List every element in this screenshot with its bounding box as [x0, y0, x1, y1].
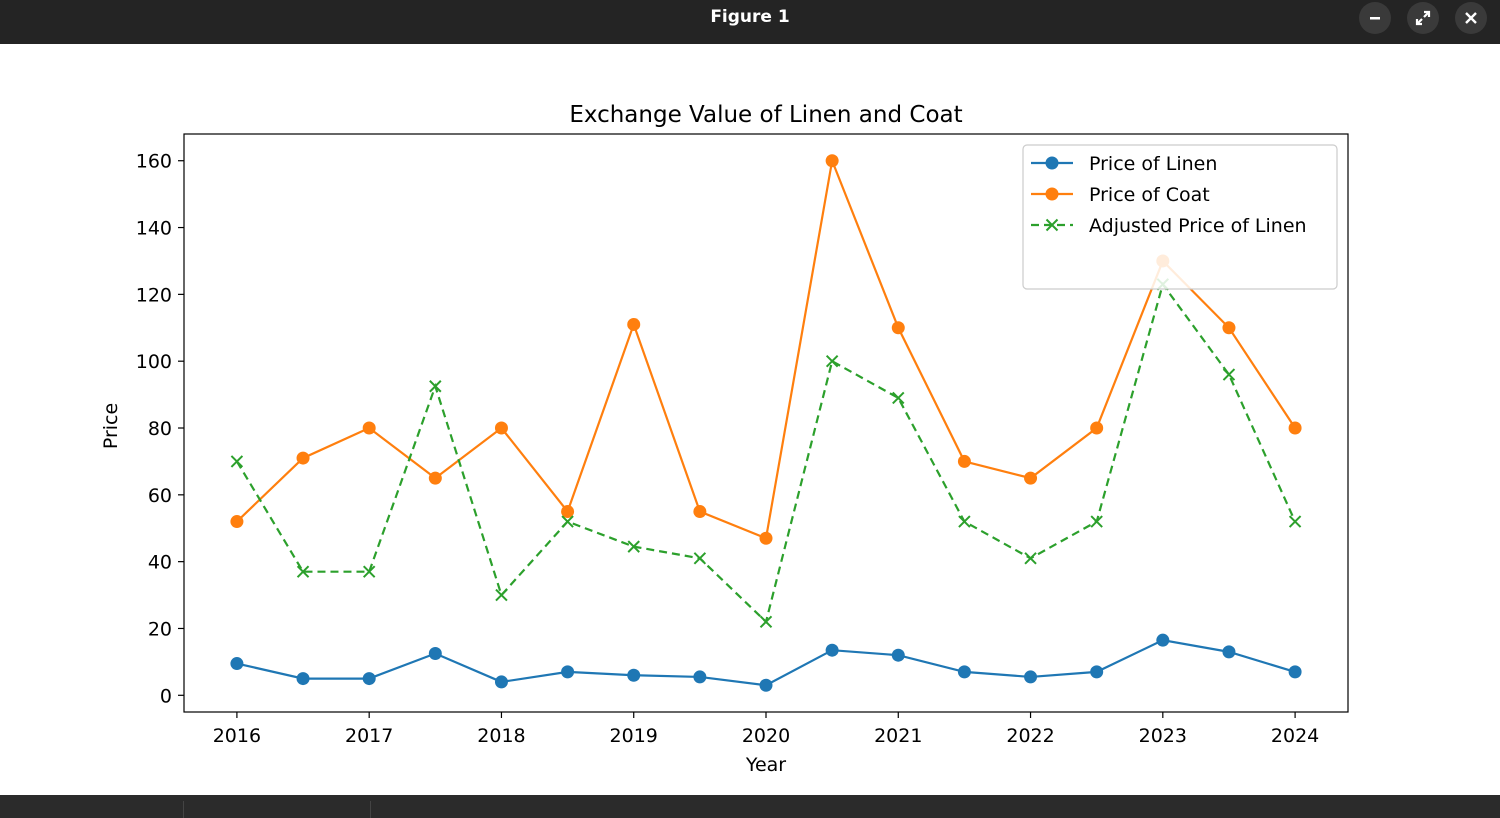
data-point [1222, 645, 1236, 659]
x-axis-label: Year [745, 754, 786, 776]
x-tick-label: 2016 [213, 725, 261, 747]
data-point [1222, 368, 1236, 381]
legend-marker [1045, 187, 1059, 201]
minimize-icon [1370, 17, 1380, 20]
data-point [958, 515, 971, 528]
data-point [759, 678, 773, 692]
data-point [429, 380, 442, 393]
data-point [825, 154, 839, 168]
data-point [627, 317, 641, 331]
figure-canvas: Exchange Value of Linen and Coat 2016 201… [0, 44, 1500, 795]
series-line [235, 281, 1297, 624]
bottom-separator [370, 801, 371, 818]
x-tick-label: 2020 [742, 725, 790, 747]
x-tick-label: 2019 [610, 725, 658, 747]
data-point [230, 455, 244, 468]
data-point [693, 670, 707, 684]
data-point [627, 668, 641, 682]
data-point [1156, 633, 1170, 647]
y-tick-label: 40 [148, 552, 172, 574]
data-point [891, 321, 905, 335]
y-tick-label: 120 [136, 284, 172, 306]
data-point [892, 391, 905, 405]
data-point [230, 657, 244, 671]
maximize-icon [1415, 10, 1431, 26]
y-tick-label: 60 [148, 485, 172, 507]
data-point [627, 540, 640, 553]
data-point [494, 675, 508, 689]
bottom-bar [0, 795, 1500, 818]
x-axis: 2016 2017 2018 2019 2020 2021 2022 2023 2024 [213, 712, 1319, 747]
data-point [428, 471, 442, 485]
data-point [561, 665, 575, 679]
series-line [236, 639, 1296, 687]
data-point [561, 515, 574, 528]
legend-box [1022, 144, 1338, 290]
x-tick-label: 2017 [345, 725, 393, 747]
data-point [891, 648, 905, 662]
x-tick-label: 2021 [874, 725, 922, 747]
data-point [825, 643, 839, 657]
data-point [494, 421, 508, 435]
chart-title: Exchange Value of Linen and Coat [569, 102, 962, 128]
data-point [561, 505, 575, 519]
data-point [362, 672, 376, 686]
close-button[interactable] [1455, 2, 1487, 34]
data-point [428, 647, 442, 661]
y-tick-label: 160 [136, 151, 172, 173]
x-tick-label: 2018 [477, 725, 525, 747]
data-point [957, 454, 971, 468]
y-axis: 0 20 40 60 80 100 120 140 160 [136, 151, 184, 707]
data-point [693, 505, 707, 519]
data-point [1288, 665, 1302, 679]
y-tick-label: 100 [136, 351, 172, 373]
y-tick-label: 140 [136, 218, 172, 240]
window-edge [1497, 44, 1500, 795]
data-point [1222, 321, 1236, 335]
x-tick-label: 2023 [1139, 725, 1187, 747]
data-point [825, 354, 839, 368]
data-point [1024, 471, 1038, 485]
window-titlebar: Figure 1 [0, 0, 1500, 44]
data-point [296, 565, 310, 578]
maximize-button[interactable] [1407, 2, 1439, 34]
legend: Price of Linen Price of Coat Adjusted Pric… [1022, 144, 1338, 290]
data-point [1090, 421, 1104, 435]
y-axis-label: Price [100, 403, 122, 449]
legend-label: Price of Linen [1089, 153, 1217, 175]
data-point [1090, 515, 1103, 528]
data-point [759, 531, 773, 545]
line-chart: Exchange Value of Linen and Coat 2016 201… [100, 102, 1349, 776]
data-point [957, 665, 971, 679]
minimize-button[interactable] [1359, 2, 1391, 34]
x-tick-label: 2024 [1271, 725, 1319, 747]
data-point [759, 615, 773, 628]
series-adjusted-price-of-linen [230, 278, 1302, 628]
legend-label: Adjusted Price of Linen [1089, 215, 1307, 237]
y-tick-label: 80 [148, 418, 172, 440]
legend-marker [1045, 218, 1059, 232]
data-point [362, 421, 376, 435]
series-price-of-linen [230, 633, 1302, 692]
data-point [1024, 552, 1037, 565]
data-point [1024, 670, 1038, 684]
legend-label: Price of Coat [1089, 184, 1210, 206]
legend-marker [1045, 156, 1059, 170]
x-tick-label: 2022 [1006, 725, 1054, 747]
window-title: Figure 1 [710, 7, 790, 27]
data-point [1090, 665, 1104, 679]
bottom-separator [183, 801, 184, 818]
y-tick-label: 20 [148, 618, 172, 640]
close-icon [1465, 12, 1477, 24]
data-point [362, 565, 376, 578]
data-point [693, 552, 707, 565]
data-point [296, 451, 310, 465]
data-point [230, 515, 244, 529]
y-tick-label: 0 [160, 685, 172, 707]
data-point [296, 672, 310, 686]
data-point [495, 588, 508, 602]
data-point [1288, 421, 1302, 435]
data-point [1288, 515, 1302, 528]
